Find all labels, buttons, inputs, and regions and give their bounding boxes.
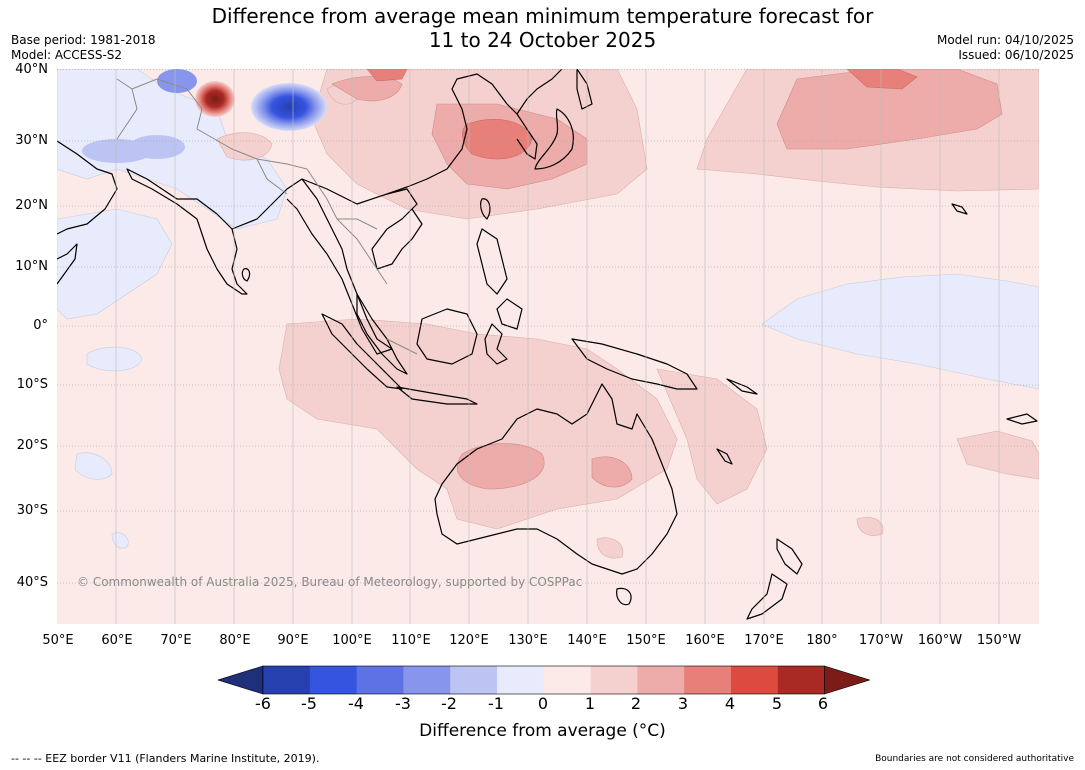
colorbar-tick: -1 [488, 694, 504, 713]
lon-label-60e: 60°E [101, 633, 133, 648]
colorbar-cell [684, 666, 732, 694]
colorbar-tick: 1 [584, 694, 596, 713]
colorbar-label: Difference from average (°C) [419, 721, 666, 741]
lon-label-50e: 50°E [42, 633, 74, 648]
colorbar-cell [403, 666, 451, 694]
lat-label-40n: 40°N [15, 62, 48, 77]
lat-label-0: 0° [33, 318, 48, 333]
colorbar-tick: -6 [255, 694, 271, 713]
lat-label-30s: 30°S [16, 503, 48, 518]
lon-label-160e: 160°E [685, 633, 725, 648]
colorbar-frame [262, 665, 825, 695]
colorbar-tick: 6 [817, 694, 829, 713]
page-title: Difference from average mean minimum tem… [0, 4, 1085, 52]
coastlines [57, 69, 1038, 620]
lon-label-160w: 160°W [917, 633, 963, 648]
lat-label-10s: 10°S [16, 377, 48, 392]
model-run-text: Model run: 04/10/2025 [936, 33, 1074, 47]
colorbar-tick: -4 [348, 694, 364, 713]
lon-label-140e: 140°E [567, 633, 607, 648]
colorbar-tick: 2 [630, 694, 642, 713]
cold-anomaly-n [157, 69, 197, 93]
lon-label-130e: 130°E [508, 633, 548, 648]
colorbar [218, 665, 870, 695]
title-line-1: Difference from average mean minimum tem… [211, 4, 874, 28]
title-line-2: 11 to 24 October 2025 [428, 28, 657, 52]
colorbar-tick: -3 [395, 694, 411, 713]
country-borders [116, 78, 418, 355]
colorbar-tick: 0 [537, 694, 549, 713]
lon-label-150e: 150°E [626, 633, 666, 648]
model-text: Model: ACCESS-S2 [11, 48, 123, 62]
copyright-text: © Commonwealth of Australia 2025, Bureau… [77, 575, 583, 589]
colorbar-tick: 3 [677, 694, 689, 713]
lon-label-90e: 90°E [277, 633, 309, 648]
cold-anomaly-tibet [251, 83, 327, 131]
lat-label-30n: 30°N [15, 133, 48, 148]
colorbar-arrow-high [824, 665, 870, 695]
forecast-map[interactable] [57, 69, 1039, 624]
colorbar-cell [450, 666, 498, 694]
lon-label-100e: 100°E [332, 633, 372, 648]
lat-label-20s: 20°S [16, 438, 48, 453]
colorbar-cells [218, 665, 870, 695]
colorbar-cell [637, 666, 685, 694]
lon-label-70e: 70°E [160, 633, 192, 648]
colorbar-cell [777, 666, 826, 694]
colorbar-arrow-low [218, 665, 264, 695]
lon-label-150w: 150°W [976, 633, 1022, 648]
colorbar-cell [543, 666, 592, 694]
lat-label-20n: 20°N [15, 198, 48, 213]
colorbar-cell [309, 666, 358, 694]
lon-label-170w: 170°W [858, 633, 904, 648]
lat-label-10n: 10°N [15, 259, 48, 274]
colorbar-cell [263, 666, 311, 694]
cold-anomaly-nw [82, 139, 152, 163]
colorbar-tick: -5 [301, 694, 317, 713]
lon-label-180: 180° [806, 633, 838, 648]
warm-anomaly-hotspot [195, 81, 235, 117]
boundaries-disclaimer: Boundaries are not considered authoritat… [875, 754, 1074, 764]
colorbar-cell [356, 666, 404, 694]
meridians [115, 69, 1000, 624]
lon-label-80e: 80°E [219, 633, 251, 648]
colorbar-cell [497, 666, 545, 694]
colorbar-tick: 4 [724, 694, 736, 713]
issued-text: Issued: 06/10/2025 [958, 48, 1074, 62]
lon-label-120e: 120°E [449, 633, 489, 648]
metadata-right: Model run: 04/10/2025 Issued: 06/10/2025 [937, 33, 1074, 63]
base-period-text: Base period: 1981-2018 [11, 33, 156, 47]
metadata-left: Base period: 1981-2018 Model: ACCESS-S2 [11, 33, 156, 63]
colorbar-cell [590, 666, 638, 694]
lon-label-110e: 110°E [391, 633, 431, 648]
lat-label-40s: 40°S [16, 575, 48, 590]
colorbar-tick: -2 [441, 694, 457, 713]
eez-legend-text: -- -- -- EEZ border V11 (Flanders Marine… [11, 752, 320, 765]
anomaly-3-to-4 [366, 69, 918, 160]
colorbar-cell [731, 666, 779, 694]
colorbar-tick: 5 [771, 694, 783, 713]
lon-label-170e: 170°E [744, 633, 784, 648]
